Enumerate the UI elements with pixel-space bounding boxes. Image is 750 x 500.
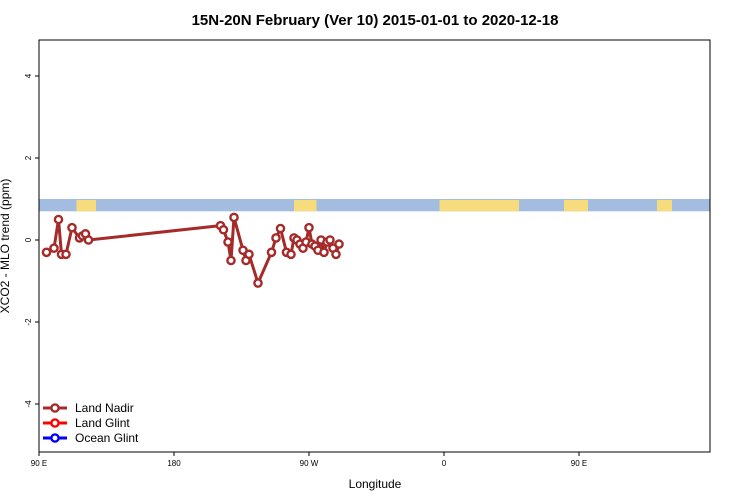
y-axis-ticks: -4 -2 0 2 4: [24, 73, 39, 408]
series-land-nadir: [41, 212, 344, 288]
ocean-band: [39, 199, 710, 212]
legend-label: Ocean Glint: [75, 431, 139, 445]
land-patch: [439, 200, 519, 212]
x-axis-ticks: 90 E 180 90 W 0 90 E: [31, 452, 587, 468]
data-point: [244, 249, 254, 260]
legend-label: Land Nadir: [75, 401, 134, 415]
x-tick-label: 180: [167, 459, 181, 468]
legend-marker: [50, 433, 60, 443]
data-point: [286, 249, 296, 260]
y-axis-label: XCO2 - MLO trend (ppm): [0, 179, 12, 314]
y-tick-label: -2: [24, 318, 33, 326]
y-tick-label: -4: [24, 400, 33, 408]
data-point: [304, 222, 314, 233]
x-tick-label: 0: [442, 459, 447, 468]
data-point: [331, 249, 341, 260]
y-tick-label: 0: [24, 237, 33, 242]
data-point: [271, 233, 281, 243]
x-tick-label: 90 E: [31, 459, 47, 468]
data-point: [223, 237, 233, 247]
land-patch: [564, 200, 588, 212]
data-point: [275, 223, 286, 234]
data-point: [53, 214, 64, 225]
chart-title: 15N-20N February (Ver 10) 2015-01-01 to …: [192, 12, 559, 29]
data-point: [325, 235, 335, 245]
legend-marker: [50, 418, 60, 428]
legend-item: Ocean Glint: [43, 431, 139, 445]
legend-item: Land Nadir: [43, 401, 134, 415]
land-mask-band: [39, 199, 710, 212]
legend-item: Land Glint: [43, 416, 130, 430]
data-point: [41, 247, 52, 258]
data-point: [61, 249, 71, 260]
y-tick-label: 2: [24, 155, 33, 160]
legend-marker: [50, 403, 60, 413]
axes: [38, 39, 711, 453]
series-line: [45, 215, 341, 285]
x-axis-label: Longitude: [349, 477, 402, 491]
legend-label: Land Glint: [75, 416, 130, 430]
x-tick-label: 90 E: [571, 459, 587, 468]
plot-frame: [38, 39, 711, 453]
data-point: [229, 212, 239, 223]
series-layer: [41, 212, 344, 288]
data-point: [49, 243, 59, 253]
data-point: [319, 247, 329, 258]
land-patch: [294, 200, 317, 212]
data-point: [253, 278, 263, 288]
data-point: [266, 247, 277, 258]
y-tick-label: 4: [24, 73, 33, 78]
data-point: [334, 239, 344, 249]
data-point: [218, 224, 229, 235]
x-tick-label: 90 W: [300, 459, 319, 468]
data-point: [67, 222, 77, 233]
data-point: [83, 235, 94, 245]
data-point: [226, 255, 236, 266]
land-patch: [657, 200, 672, 212]
land-patch: [76, 200, 96, 212]
